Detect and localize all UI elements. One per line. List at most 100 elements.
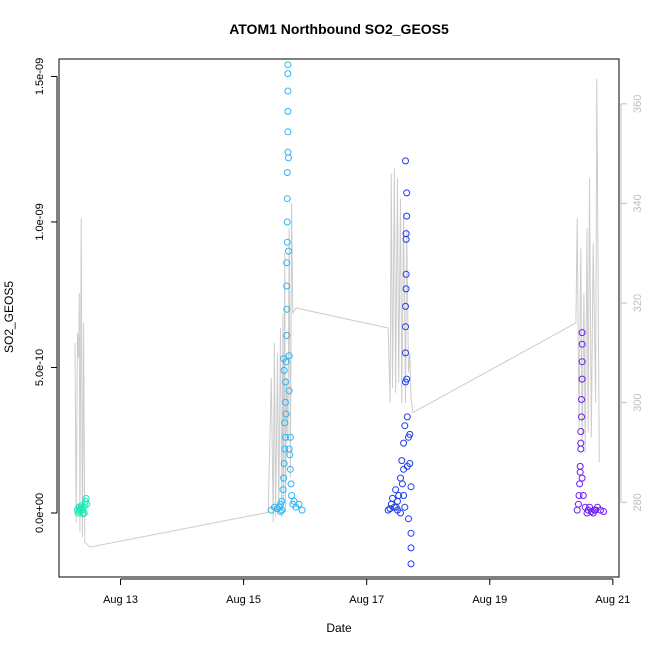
data-point	[283, 305, 291, 313]
data-point	[578, 396, 585, 403]
data-point	[403, 413, 411, 421]
data-point	[280, 460, 288, 467]
data-point	[280, 474, 288, 482]
y-tick-label: 1.5e-09	[34, 58, 46, 95]
data-point	[398, 457, 406, 465]
x-tick-label: Aug 15	[226, 594, 261, 606]
data-point	[407, 544, 415, 552]
data-point	[401, 503, 409, 511]
data-point	[83, 500, 91, 508]
data-point	[75, 508, 83, 515]
data-point	[402, 349, 409, 357]
data-point	[283, 195, 291, 203]
data-point	[282, 398, 289, 406]
data-point	[395, 492, 403, 499]
data-point	[284, 107, 292, 115]
data-point	[578, 340, 586, 348]
data-point	[578, 474, 586, 482]
right-y-tick-label: 300	[632, 393, 644, 411]
right-y-axis: 280 300 320 340 360	[620, 95, 644, 511]
chart-title: ATOM1 Northbound SO2_GEOS5	[229, 21, 449, 37]
data-point	[405, 515, 412, 523]
series-3-points	[384, 157, 415, 568]
data-point	[402, 157, 409, 165]
data-point	[285, 352, 293, 360]
data-point	[279, 486, 287, 494]
data-point	[283, 169, 291, 176]
data-point	[281, 445, 289, 453]
data-point	[282, 433, 289, 441]
data-point	[384, 506, 392, 514]
right-y-tick-label: 320	[632, 294, 644, 312]
data-point	[282, 378, 289, 386]
y-axis: 0.0e+00 5.0e-10 1.0e-09 1.5e-09	[34, 58, 58, 533]
data-point	[283, 332, 291, 339]
y-tick-label: 0.0e+00	[34, 493, 46, 533]
data-point	[592, 506, 600, 514]
data-point	[389, 494, 396, 502]
data-point	[285, 154, 292, 162]
data-point	[283, 238, 291, 246]
data-point	[280, 366, 288, 374]
data-point	[407, 529, 415, 537]
data-point	[288, 492, 296, 499]
data-point	[577, 428, 585, 435]
data-point	[283, 282, 291, 290]
data-point	[402, 285, 410, 293]
data-point	[400, 439, 408, 447]
x-tick-label: Aug 21	[595, 594, 630, 606]
series-1-points	[74, 494, 91, 518]
data-point	[579, 492, 587, 499]
data-point	[284, 128, 292, 136]
data-point	[586, 503, 593, 511]
data-point	[295, 500, 303, 508]
series-4-points	[573, 329, 608, 517]
data-point	[284, 70, 292, 78]
right-y-tick-label: 340	[632, 194, 644, 212]
data-point	[578, 329, 586, 337]
data-point	[403, 462, 411, 470]
data-point	[402, 270, 410, 278]
data-point	[280, 355, 288, 363]
x-tick-label: Aug 19	[472, 594, 507, 606]
data-point	[394, 506, 401, 514]
data-point	[403, 375, 411, 383]
right-y-tick-label: 280	[632, 493, 644, 511]
y-tick-label: 5.0e-10	[34, 349, 46, 386]
data-point	[277, 508, 284, 515]
data-point	[281, 419, 289, 427]
data-point	[284, 61, 292, 69]
data-point	[407, 560, 415, 568]
data-point	[400, 492, 408, 499]
data-point	[285, 387, 293, 395]
data-point	[275, 503, 283, 511]
data-point	[398, 480, 406, 488]
data-point	[575, 492, 583, 499]
data-point	[406, 430, 414, 438]
secondary-line-layer	[74, 78, 600, 548]
data-point	[286, 433, 294, 441]
series-2-points	[267, 61, 306, 515]
data-point	[574, 500, 582, 508]
right-y-tick-label: 360	[632, 95, 644, 113]
data-point	[576, 480, 584, 488]
x-tick-label: Aug 13	[103, 594, 138, 606]
data-point	[386, 505, 394, 513]
y-tick-label: 1.0e-09	[34, 203, 46, 240]
data-point	[283, 259, 291, 267]
secondary-series-line	[74, 78, 600, 548]
data-point	[287, 480, 295, 488]
data-point	[403, 189, 411, 197]
data-point	[392, 486, 400, 494]
data-point	[578, 375, 586, 383]
plot-frame	[58, 58, 620, 578]
data-point	[298, 506, 306, 514]
data-point	[286, 465, 294, 473]
data-point	[285, 247, 292, 255]
data-point	[402, 323, 409, 331]
data-point	[407, 483, 415, 491]
y-axis-label: SO2_GEOS5	[2, 281, 16, 353]
